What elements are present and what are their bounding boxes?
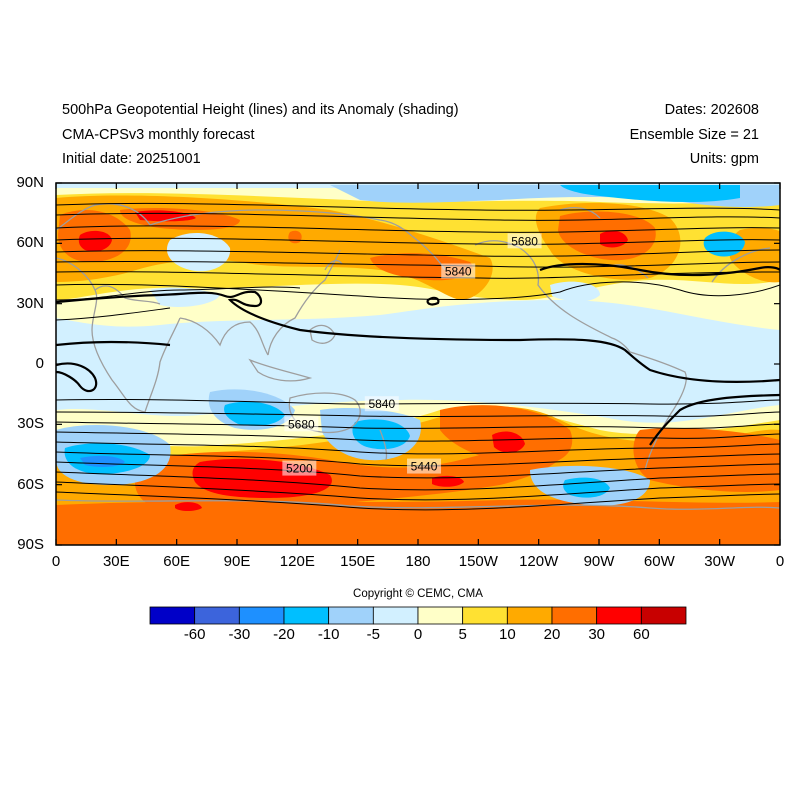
lon-tick-label: 150W [458,553,498,570]
axis-ticks [55,182,781,546]
lon-tick-label: 0 [51,553,61,570]
lon-tick-label: 150E [340,553,376,570]
colorbar-label: 30 [588,626,605,643]
lat-tick-label: 90N [16,174,44,191]
map-subtitle: CMA-CPSv3 monthly forecast [62,127,255,143]
contour-label-bg [407,458,442,474]
lon-tick-label: 60W [643,553,675,570]
units-label: Units: gpm [689,151,759,167]
colorbar-label: 60 [632,626,650,643]
lon-tick-label: 90E [223,553,251,570]
colorbar [149,606,687,625]
colorbar-label: 5 [458,626,467,643]
contour-labels: 5680 5840 5840 5680 5200 5440 [282,233,542,476]
colorbar-swatch [417,606,464,625]
colorbar-label: -10 [317,626,340,643]
contour-label-bg [284,416,319,432]
contour-label: 5680 [511,234,538,248]
lon-tick-label: 120E [279,553,315,570]
colorbar-swatch [640,606,687,625]
contour-label-bg [507,233,542,249]
ensemble-size: Ensemble Size = 21 [629,127,759,143]
colorbar-label: 10 [498,626,516,643]
colorbar-label: 20 [543,626,561,643]
lon-tick-label: 180 [405,553,431,570]
colorbar-swatch [149,606,196,625]
contour-label: 5200 [286,462,313,476]
colorbar-swatch [506,606,553,625]
contour-label-bg [441,263,476,279]
lat-tick-label: 30N [16,294,44,312]
contour-5880 [56,262,780,446]
colorbar-label: -30 [228,626,251,643]
lon-tick-label: 60E [163,553,190,570]
colorbar-swatch [238,606,285,625]
lat-tick-label: 60S [17,475,44,493]
lon-tick-label: 0 [775,553,785,570]
colorbar-swatch [372,606,419,625]
colorbar-label: -5 [366,626,380,643]
lon-tick-label: 30W [704,553,736,570]
contour-label-bg [364,396,399,412]
colorbar-label: 0 [413,626,423,643]
lon-tick-label: 90W [583,553,615,570]
initial-date: Initial date: 20251001 [62,151,201,167]
contour-label: 5680 [288,417,315,431]
lon-tick-label: 120W [519,553,559,570]
contour-label-bg [282,460,317,476]
colorbar-label: -60 [183,626,206,643]
contour-label: 5840 [445,264,472,278]
height-contours [56,202,780,511]
anomaly-field [56,183,780,545]
lat-tick-label: 0 [35,355,44,372]
colorbar-label: -20 [273,626,295,643]
contour-label: 5840 [368,397,395,411]
colorbar-swatch [596,606,642,625]
colorbar-swatch [194,606,240,625]
map-title: 500hPa Geopotential Height (lines) and i… [62,102,459,118]
copyright-notice: Copyright © CEMC, CMA [353,588,483,600]
lat-tick-label: 30S [17,415,44,433]
colorbar-swatch [462,606,508,625]
contour-label: 5440 [411,460,438,474]
colorbar-swatch [551,606,598,625]
lat-tick-label: 90S [17,536,44,553]
lat-tick-label: 60N [16,234,44,252]
colorbar-swatch [283,606,330,625]
forecast-dates: Dates: 202608 [664,102,759,118]
colorbar-swatch [328,606,374,625]
lon-tick-label: 30E [102,553,130,570]
